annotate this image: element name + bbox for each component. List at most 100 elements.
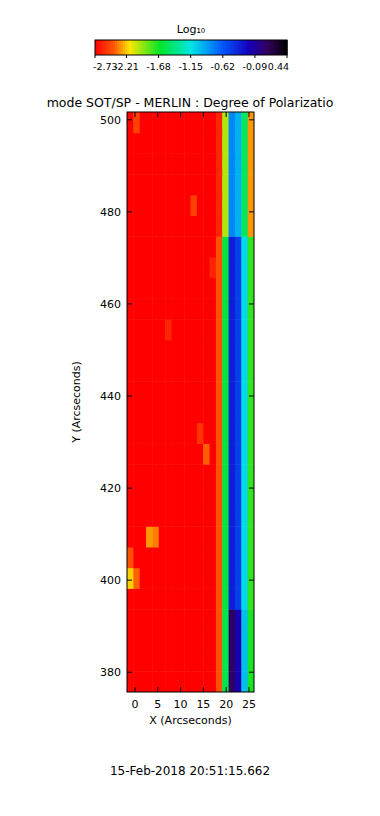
cell [216, 671, 223, 692]
cell [127, 464, 134, 485]
cell [191, 112, 198, 133]
cell [222, 236, 229, 257]
cell [235, 609, 242, 630]
cell [133, 340, 140, 361]
cell [203, 174, 210, 195]
cell [152, 216, 159, 237]
cell [146, 547, 153, 568]
cell [210, 671, 217, 692]
cell [203, 361, 210, 382]
cell [203, 506, 210, 527]
cell [127, 257, 134, 278]
cell [203, 630, 210, 651]
cell [197, 671, 204, 692]
cell [241, 506, 248, 527]
cell [216, 568, 223, 589]
cell [165, 361, 172, 382]
cell [127, 174, 134, 195]
cell [216, 112, 223, 133]
cell [210, 195, 217, 216]
cell [248, 174, 254, 195]
cell [171, 651, 178, 672]
cell [184, 402, 191, 423]
cell [127, 568, 134, 589]
cell [165, 133, 172, 154]
cell [146, 381, 153, 402]
colorbar [95, 40, 288, 58]
colorbar-tick-label: -1.68 [146, 61, 171, 72]
cell [241, 361, 248, 382]
cell [133, 257, 140, 278]
cell [241, 216, 248, 237]
cell [159, 361, 166, 382]
cell [191, 257, 198, 278]
cell [222, 609, 229, 630]
cell [197, 195, 204, 216]
cell [127, 651, 134, 672]
cell [146, 464, 153, 485]
cell [229, 423, 236, 444]
cell [133, 319, 140, 340]
cell [140, 443, 147, 464]
cell [241, 423, 248, 444]
cell [248, 671, 254, 692]
cell [184, 588, 191, 609]
cell [197, 506, 204, 527]
cell [133, 361, 140, 382]
cell [210, 257, 217, 278]
cell [241, 464, 248, 485]
cell [184, 153, 191, 174]
cell [152, 174, 159, 195]
cell [191, 423, 198, 444]
cell [248, 588, 254, 609]
cell [241, 340, 248, 361]
cell [203, 340, 210, 361]
cell [203, 112, 210, 133]
cell [146, 319, 153, 340]
cell [178, 671, 185, 692]
cell [216, 443, 223, 464]
cell [203, 443, 210, 464]
cell [159, 319, 166, 340]
cell [152, 133, 159, 154]
cell [203, 547, 210, 568]
cell [210, 651, 217, 672]
cell [146, 630, 153, 651]
cell [210, 464, 217, 485]
cell [222, 216, 229, 237]
cell [171, 464, 178, 485]
cell [127, 112, 134, 133]
cell [152, 381, 159, 402]
cell [159, 112, 166, 133]
cell [159, 588, 166, 609]
cell [222, 547, 229, 568]
cell [210, 526, 217, 547]
cell [191, 630, 198, 651]
cell [241, 609, 248, 630]
cell [133, 651, 140, 672]
cell [235, 236, 242, 257]
cell [203, 609, 210, 630]
cell [146, 506, 153, 527]
cell [140, 423, 147, 444]
cell [248, 423, 254, 444]
cell [229, 195, 236, 216]
cell [140, 630, 147, 651]
cell [184, 609, 191, 630]
cell [222, 526, 229, 547]
cell [146, 257, 153, 278]
cell [216, 174, 223, 195]
cell [235, 547, 242, 568]
cell [152, 464, 159, 485]
cell [191, 506, 198, 527]
cell [203, 298, 210, 319]
x-tick-label: 15 [196, 698, 210, 711]
cell [210, 174, 217, 195]
cell [184, 133, 191, 154]
cell [229, 464, 236, 485]
y-tick-label: 380 [100, 666, 121, 679]
cell [140, 506, 147, 527]
cell [216, 257, 223, 278]
cell [203, 381, 210, 402]
cell [203, 216, 210, 237]
